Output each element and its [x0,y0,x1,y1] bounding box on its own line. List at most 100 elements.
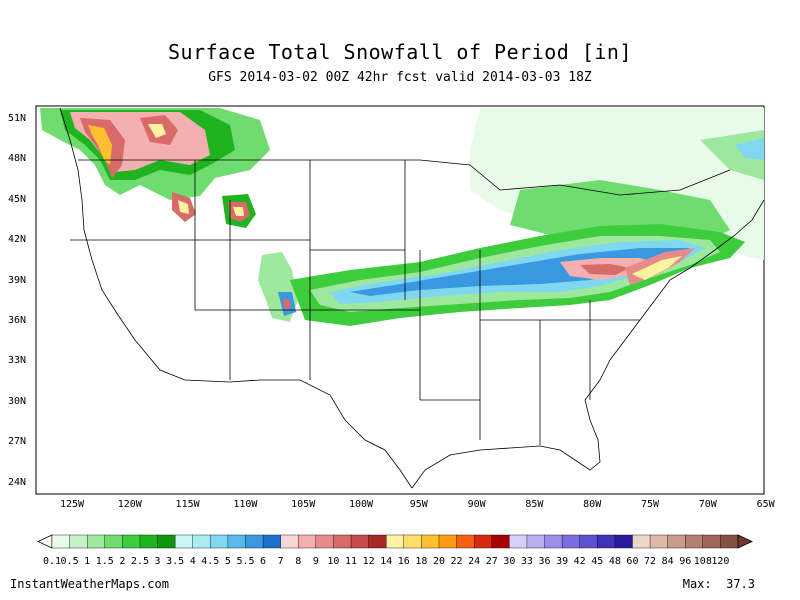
colorbar-swatch [456,534,475,549]
colorbar-tick-label: 4.5 [201,556,220,567]
colorbar-swatch [386,534,405,549]
colorbar-swatch [544,534,563,549]
border-mexico [184,379,413,489]
colorbar-swatch [368,534,387,549]
colorbar-arrow-left [37,534,53,549]
colorbar [37,534,753,549]
lat-label: 30N [8,395,27,407]
colorbar-swatch [614,534,633,549]
colorbar-swatch [702,534,721,549]
colorbar-tick-label: 72 [644,556,657,567]
colorbar-tick-label: 60 [626,556,639,567]
lon-label: 115W [175,499,200,510]
colorbar-tick-label: 8 [295,556,302,567]
lat-label: 36N [8,315,27,326]
lon-label: 80W [583,499,602,510]
colorbar-swatch [649,534,669,549]
lon-label: 125W [59,499,85,510]
colorbar-tick-label: 14 [380,556,393,567]
colorbar-tick-label: 27 [485,556,498,567]
colorbar-tick-label: 108 [693,556,712,567]
lat-label: 33N [8,355,27,367]
colorbar-tick-label: 2 [119,556,126,567]
colorbar-swatch [122,534,141,549]
snowfall-area-northwest [40,108,270,222]
colorbar-swatch [157,534,176,549]
colorbar-swatch [139,534,159,549]
lon-label: 90W [467,499,486,510]
colorbar-tick-label: 5.5 [236,556,255,567]
lat-label: 39N [8,274,27,286]
colorbar-tick-label: 39 [556,556,569,567]
colorbar-swatch [315,534,334,549]
coastline-west [59,107,186,381]
colorbar-tick-label: 9 [312,556,319,567]
colorbar-tick-label: 1 [84,556,91,567]
lon-label: 65W [756,499,775,510]
colorbar-swatch [86,534,106,549]
colorbar-swatch [526,534,546,549]
lat-label: 48N [8,153,27,165]
colorbar-tick-label: 20 [432,556,445,567]
colorbar-swatch [561,534,581,549]
lon-label: 70W [698,499,717,510]
colorbar-swatch [174,534,194,549]
lat-label: 45N [8,193,27,205]
colorbar-tick-label: 48 [608,556,621,567]
lat-label: 51N [8,113,27,124]
colorbar-swatch [403,534,422,549]
colorbar-swatch [350,534,370,549]
colorbar-tick-label: 18 [415,556,428,567]
colorbar-tick-label: 36 [538,556,551,567]
colorbar-arrow-right [737,534,753,549]
colorbar-tick-label: 3 [154,556,161,567]
colorbar-tick-label: 22 [450,556,463,567]
credit-text: InstantWeatherMaps.com [10,577,169,591]
lat-label: 24N [8,476,27,488]
max-value: 37.3 [726,577,755,591]
colorbar-swatch [509,534,528,549]
max-label: Max: [682,577,712,591]
colorbar-tick-label: 12 [362,556,375,567]
chart-title: Surface Total Snowfall of Period [in] [167,40,633,64]
colorbar-tick-label: 4 [189,556,196,567]
colorbar-swatch [579,534,598,549]
colorbar-tick-label: 33 [520,556,533,567]
lon-label: 110W [233,499,258,510]
chart-subtitle: GFS 2014-03-02 00Z 42hr fcst valid 2014-… [208,70,592,85]
colorbar-tick-label: 10 [327,556,340,567]
lon-label: 95W [409,499,428,510]
lon-label: 120W [117,499,142,510]
colorbar-tick-label: 7 [277,556,284,567]
colorbar-swatch [491,534,510,549]
colorbar-swatch [632,534,651,549]
colorbar-swatch [421,534,440,549]
lon-label: 85W [525,499,544,510]
colorbar-tick-label: 5 [224,556,231,567]
us-boundaries [59,107,765,489]
colorbar-swatch [685,534,704,549]
snowfall-band-central [290,224,745,326]
colorbar-tick-label: 45 [591,556,604,567]
border-canada [78,159,731,196]
colorbar-swatch [262,534,282,549]
colorbar-tick-label: 0.1 [42,556,62,567]
colorbar-swatch [438,534,458,549]
colorbar-swatch [51,534,71,549]
colorbar-tick-label: 3.5 [166,556,185,567]
lat-label: 27N [8,436,27,448]
colorbar-tick-label: 0.5 [60,556,79,567]
colorbar-swatch [333,534,352,549]
lon-label: 105W [291,499,316,510]
colorbar-tick-label: 1.5 [95,556,114,567]
colorbar-swatch [597,534,616,549]
colorbar-swatch [667,534,686,549]
colorbar-swatch [227,534,246,549]
lon-label: 75W [640,499,660,510]
lat-label: 42N [8,234,27,246]
colorbar-swatch [473,534,493,549]
lon-label: 100W [348,499,374,510]
coastline-gulf [411,379,601,489]
colorbar-swatch [245,534,264,549]
colorbar-swatch [280,534,299,549]
